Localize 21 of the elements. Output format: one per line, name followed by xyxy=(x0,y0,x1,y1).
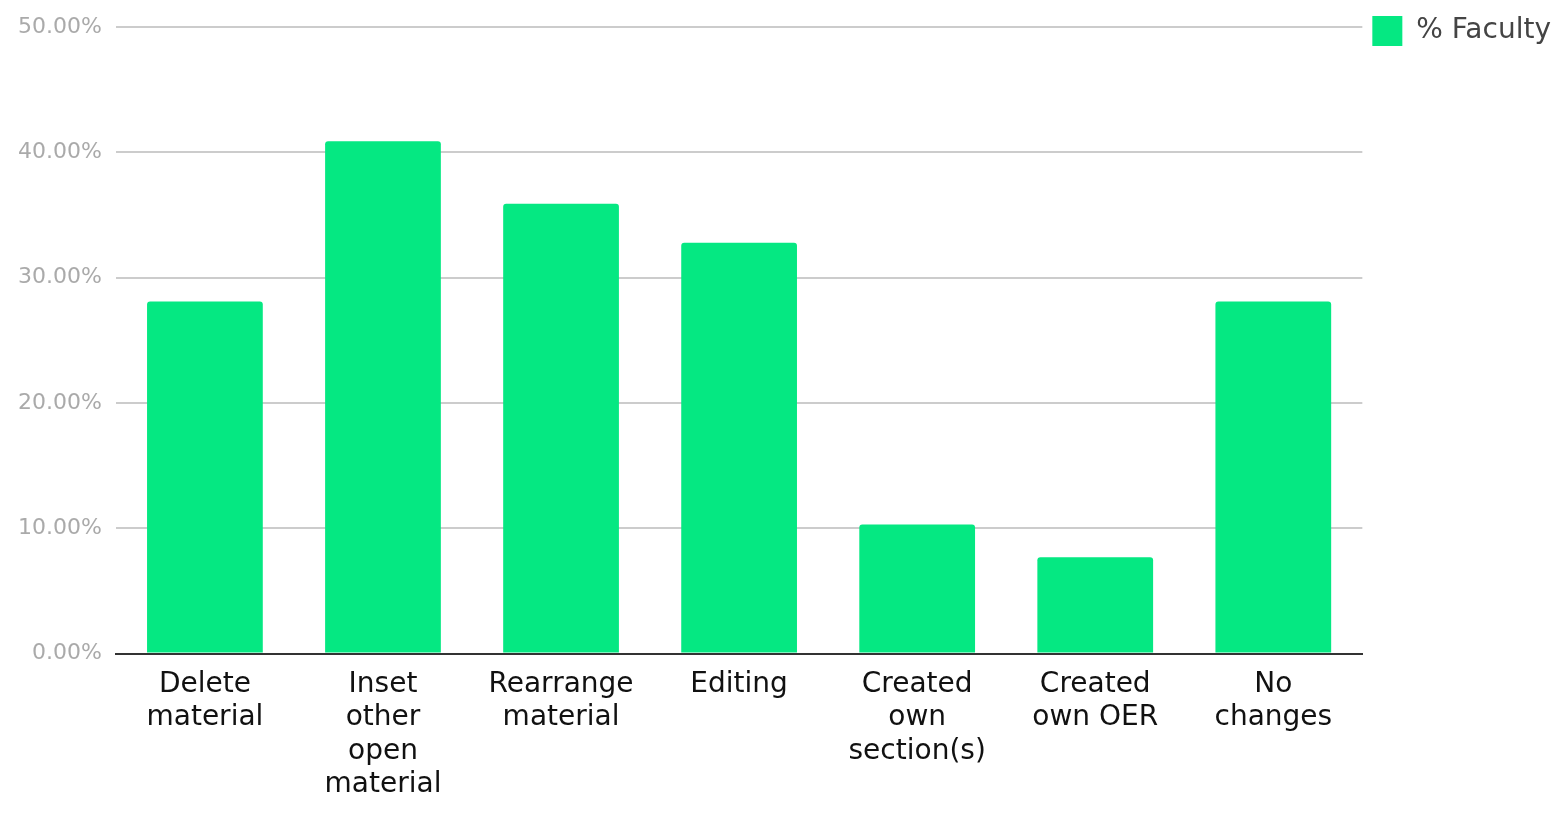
bar xyxy=(325,141,441,653)
legend-label: % Faculty xyxy=(1416,12,1551,46)
y-tick-label: 50.00% xyxy=(18,12,102,38)
x-tick-label: Created own section(s) xyxy=(848,665,986,766)
bar xyxy=(503,203,619,653)
bar xyxy=(1215,301,1332,653)
bar xyxy=(681,242,797,653)
x-tick-label: No changes xyxy=(1214,665,1333,733)
y-tick-label: 10.00% xyxy=(18,514,102,540)
x-tick-label: Rearrange material xyxy=(488,665,634,733)
y-tick-label: 30.00% xyxy=(18,263,102,289)
y-tick-label: 20.00% xyxy=(18,388,102,414)
bar xyxy=(859,524,976,653)
x-tick-label: Inset other open material xyxy=(324,665,442,800)
bar xyxy=(147,301,263,653)
x-tick-label: Delete material xyxy=(146,665,264,733)
x-tick-label: Editing xyxy=(690,665,788,699)
y-tick-label: 0.00% xyxy=(32,639,102,665)
x-tick-label: Created own OER xyxy=(1032,665,1159,733)
y-tick-label: 40.00% xyxy=(18,138,102,164)
bar xyxy=(1037,557,1154,653)
